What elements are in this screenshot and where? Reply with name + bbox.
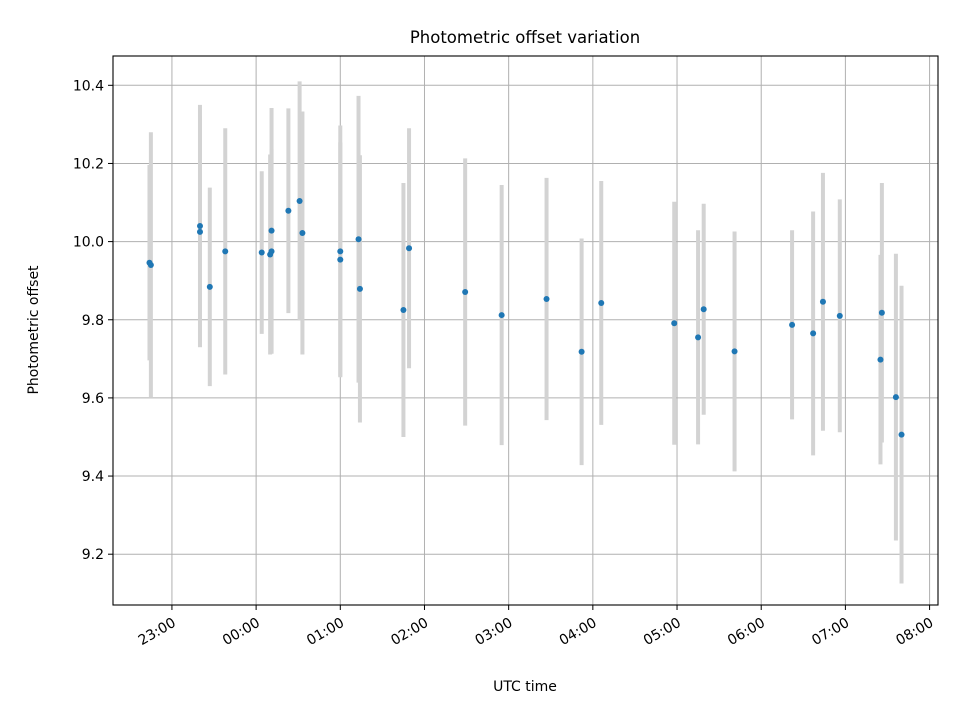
data-point bbox=[598, 299, 605, 306]
data-point bbox=[819, 298, 826, 305]
data-point bbox=[462, 289, 469, 296]
data-point bbox=[695, 334, 702, 341]
data-point bbox=[810, 330, 817, 337]
data-point bbox=[285, 207, 292, 214]
data-point bbox=[356, 285, 363, 292]
chart-title: Photometric offset variation bbox=[410, 28, 640, 47]
y-tick-label: 9.8 bbox=[82, 313, 104, 329]
y-tick-label: 10.4 bbox=[73, 78, 104, 94]
data-point bbox=[296, 197, 303, 204]
data-point bbox=[700, 306, 707, 313]
data-point bbox=[355, 236, 362, 243]
data-point bbox=[877, 356, 884, 363]
data-points bbox=[146, 197, 905, 438]
plot-frame bbox=[112, 55, 939, 606]
data-point bbox=[337, 256, 344, 263]
data-point bbox=[196, 228, 203, 235]
data-point bbox=[337, 248, 344, 255]
y-tick-label: 9.4 bbox=[82, 469, 104, 485]
y-tick-label: 10.2 bbox=[73, 156, 104, 172]
data-point bbox=[268, 227, 275, 234]
data-point bbox=[731, 348, 738, 355]
y-tick-label: 9.2 bbox=[82, 547, 104, 563]
data-point bbox=[147, 262, 154, 269]
data-point bbox=[268, 248, 275, 255]
data-point bbox=[299, 230, 306, 237]
y-axis-label: Photometric offset bbox=[26, 265, 42, 395]
data-point bbox=[898, 431, 905, 438]
data-point bbox=[892, 394, 899, 401]
data-point bbox=[836, 312, 843, 319]
y-axis: 9.2 9.4 9.6 9.8 10.0 10.2 10.4 bbox=[73, 78, 113, 563]
data-point bbox=[789, 321, 796, 328]
data-point bbox=[878, 309, 885, 316]
data-point bbox=[196, 222, 203, 229]
data-point bbox=[543, 296, 550, 303]
data-point bbox=[671, 320, 678, 327]
y-tick-label: 9.6 bbox=[82, 391, 104, 407]
data-point bbox=[258, 249, 265, 256]
data-point bbox=[498, 312, 505, 319]
x-axis-label: UTC time bbox=[493, 679, 557, 695]
data-point bbox=[578, 348, 585, 355]
data-point bbox=[206, 283, 213, 290]
data-point bbox=[222, 248, 229, 255]
grid bbox=[113, 56, 938, 605]
data-point bbox=[406, 245, 413, 252]
data-point bbox=[400, 306, 407, 313]
y-tick-label: 10.0 bbox=[73, 235, 104, 251]
